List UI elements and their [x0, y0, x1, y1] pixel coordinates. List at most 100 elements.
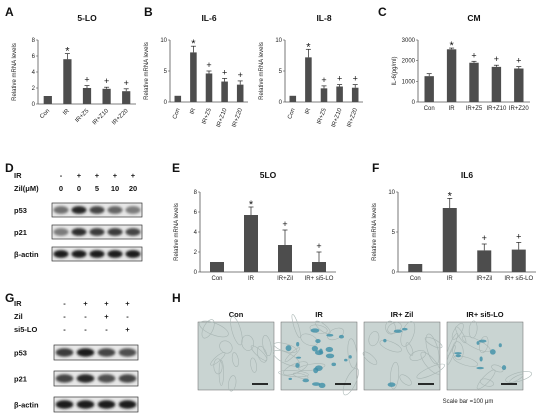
- panel-label-d: D: [5, 161, 14, 175]
- cell-outline: [452, 341, 464, 361]
- x-tick-label: IR+Z20: [232, 107, 245, 128]
- chart-il8: IL-8 Relative mRNA levels 0 5 10 Con * IR + IR+Z5…: [259, 13, 363, 128]
- blot-band: [89, 228, 105, 236]
- y-tick-label: 10: [160, 38, 167, 44]
- panel-label-b: B: [144, 5, 153, 19]
- significance-plus: +: [516, 231, 521, 241]
- cell-outline: [379, 339, 402, 353]
- y-tick-label: 0: [32, 102, 36, 108]
- blot-condition-value: -: [60, 171, 63, 180]
- significance-plus: +: [482, 233, 487, 243]
- cell-outline: [424, 336, 443, 349]
- cell-outline: [400, 321, 416, 347]
- sa-beta-gal-stain: [311, 345, 319, 352]
- blot-band: [53, 228, 69, 236]
- chart-5lo-si: 5LO Relative mRNA levels 0 2 4 6 8 Con * IR + IR+Zi…: [174, 170, 336, 282]
- blot-band: [89, 250, 105, 258]
- blot-band: [118, 374, 137, 383]
- bar: [312, 262, 326, 272]
- bar: [102, 88, 111, 104]
- significance-plus: +: [238, 70, 243, 80]
- significance-star: *: [449, 40, 454, 52]
- sa-beta-gal-stain: [310, 328, 320, 333]
- significance-plus: +: [471, 50, 476, 60]
- bar: [351, 87, 359, 102]
- blot-band: [89, 206, 105, 214]
- sa-beta-gal-stain: [302, 378, 310, 383]
- blot-condition-value: -: [105, 325, 108, 334]
- cell-outline: [292, 372, 309, 379]
- x-tick-label: IR+ si5-LO: [504, 276, 533, 282]
- micrograph-image: [280, 321, 358, 391]
- y-tick-label: 0: [164, 100, 168, 106]
- bar: [278, 245, 292, 272]
- bar: [236, 84, 244, 102]
- cell-outline: [362, 351, 378, 365]
- blot-condition-label: Zil(μM): [14, 184, 39, 193]
- cell-outline: [479, 335, 489, 354]
- y-tick-label: 8: [32, 38, 36, 44]
- western-blot-g: IR - + + + Zil - - + - si5-LO - - - + p53 p21 β-actin: [14, 299, 139, 413]
- bar: [221, 81, 228, 102]
- blot-band-label: p21: [14, 228, 27, 237]
- sa-beta-gal-stain: [455, 354, 462, 358]
- y-tick-label: 5: [164, 69, 168, 75]
- bar: [514, 68, 524, 102]
- chart-title: 5-LO: [77, 13, 97, 23]
- blot-condition-value: -: [84, 325, 87, 334]
- cell-outline: [389, 361, 400, 390]
- x-tick-label: IR+Z10: [216, 107, 229, 128]
- blot-condition-value: +: [104, 299, 109, 308]
- blot-condition-value: +: [77, 171, 82, 180]
- sa-beta-gal-stain: [344, 358, 348, 362]
- bar: [408, 264, 423, 272]
- blot-band-label: p21: [14, 375, 27, 384]
- cell-outline: [420, 351, 441, 375]
- significance-plus: +: [124, 78, 129, 88]
- sa-beta-gal-stain: [348, 355, 352, 359]
- cell-outline: [451, 322, 464, 340]
- chart-title: CM: [467, 13, 480, 23]
- y-tick-label: 0: [279, 100, 283, 106]
- bar: [43, 96, 52, 104]
- blot-membrane: [53, 344, 139, 361]
- sa-beta-gal-stain: [476, 366, 484, 370]
- blot-condition-label: Zil: [14, 312, 23, 321]
- sa-beta-gal-stain: [401, 327, 408, 331]
- micrograph-title: IR+ Zil: [391, 310, 414, 319]
- panel-label-e: E: [172, 161, 180, 175]
- x-tick-label: IR+ si5-LO: [305, 276, 334, 282]
- significance-star: *: [448, 190, 453, 202]
- blot-membrane: [53, 370, 139, 387]
- blot-band: [76, 374, 95, 383]
- cell-outline: [218, 360, 224, 386]
- bar: [491, 66, 502, 102]
- chart-title: IL-6: [201, 13, 216, 23]
- y-tick-label: 2000: [402, 59, 416, 65]
- significance-plus: +: [337, 74, 342, 84]
- cell-outline: [262, 334, 272, 357]
- cell-outline: [368, 331, 380, 347]
- x-tick-label: IR: [62, 108, 71, 117]
- significance-plus: +: [104, 76, 109, 86]
- chart-title: 5LO: [260, 170, 277, 180]
- scale-bar-caption: Scale bar =100 μm: [443, 399, 494, 405]
- blot-band: [118, 400, 137, 409]
- x-tick-label: IR+Zil: [277, 276, 293, 282]
- y-tick-label: 6: [194, 210, 198, 216]
- x-tick-label: IR: [305, 107, 313, 115]
- cell-outline: [446, 345, 456, 366]
- significance-plus: +: [222, 67, 227, 77]
- sa-beta-gal-stain: [383, 338, 387, 343]
- significance-plus: +: [84, 75, 89, 85]
- y-tick-label: 1000: [402, 79, 416, 85]
- bar: [469, 62, 479, 102]
- significance-star: *: [306, 41, 311, 53]
- blot-condition-label: IR: [14, 299, 22, 308]
- chart-il6-si: IL6 Relative mRNA levels 0 5 10 Con * IR + IR+Zil…: [372, 170, 536, 282]
- cell-outline: [385, 320, 396, 335]
- blot-band-label: β-actin: [14, 401, 39, 410]
- cell-outline: [284, 347, 301, 363]
- x-tick-label: IR+Z5: [466, 106, 483, 112]
- sa-beta-gal-stain: [498, 343, 502, 348]
